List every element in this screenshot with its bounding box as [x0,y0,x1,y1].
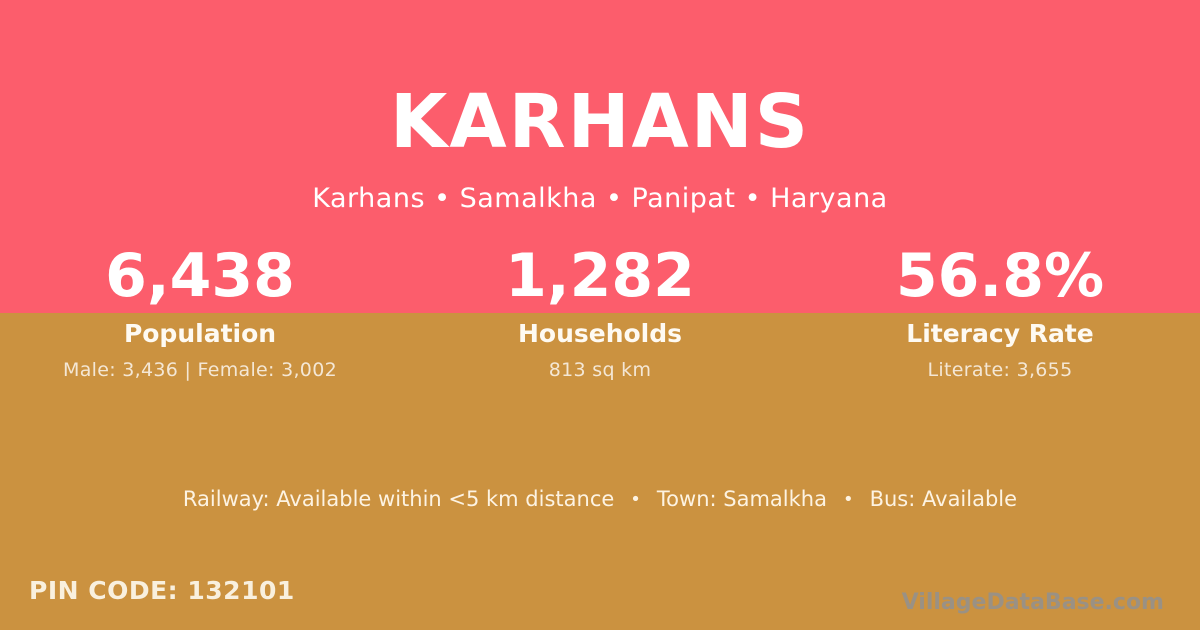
watermark-site-name: VillageDataBase.com [901,590,1164,615]
literacy-value: 56.8% [895,241,1105,311]
literacy-label: Literacy Rate [906,319,1094,348]
railway-info: Railway: Available within <5 km distance [182,487,615,511]
stat-literacy: 56.8% Literacy Rate Literate: 3,655 [800,241,1200,381]
stat-population: 6,438 Population Male: 3,436 | Female: 3… [0,241,400,381]
households-detail: 813 sq km [548,359,652,381]
population-label: Population [123,319,277,348]
households-label: Households [517,319,683,348]
amenities-line: Railway: Available within <5 km distance… [0,487,1200,511]
hero-band [0,0,1200,313]
stats-row: 6,438 Population Male: 3,436 | Female: 3… [0,241,1200,381]
pin-code: PIN CODE: 132101 [29,576,295,605]
village-title: KARHANS [389,79,811,165]
town-info: Town: Samalkha [656,487,827,511]
bus-info: Bus: Available [869,487,1018,511]
population-value: 6,438 [105,241,295,311]
stat-households: 1,282 Households 813 sq km [400,241,800,381]
breadcrumb: Karhans • Samalkha • Panipat • Haryana [312,183,888,214]
bullet-separator: • [630,489,641,510]
literacy-detail: Literate: 3,655 [927,359,1073,381]
population-detail: Male: 3,436 | Female: 3,002 [63,359,337,381]
households-value: 1,282 [505,241,695,311]
bullet-separator: • [842,489,854,510]
